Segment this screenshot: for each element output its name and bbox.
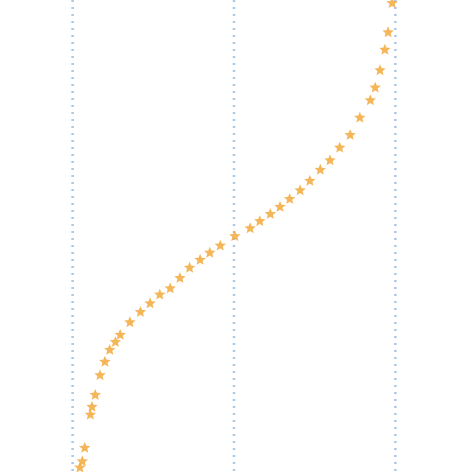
point — [354, 111, 366, 123]
point — [283, 193, 296, 204]
point — [264, 208, 276, 219]
point — [386, 0, 398, 8]
point — [324, 154, 336, 166]
point — [84, 408, 97, 420]
point — [344, 129, 356, 140]
point — [334, 141, 346, 153]
point — [94, 369, 106, 381]
point — [314, 163, 326, 175]
point — [174, 272, 186, 283]
point — [374, 64, 386, 76]
point — [183, 261, 196, 273]
point — [304, 174, 316, 186]
point — [124, 316, 136, 328]
point — [294, 184, 306, 196]
point — [99, 355, 111, 367]
point — [109, 336, 122, 347]
point — [114, 329, 126, 340]
point — [144, 297, 156, 309]
point — [134, 306, 147, 317]
point — [89, 389, 101, 400]
point — [86, 400, 98, 412]
point — [194, 253, 206, 265]
point — [364, 94, 376, 106]
point — [254, 215, 266, 227]
point — [104, 344, 116, 355]
point — [164, 282, 176, 294]
point — [379, 43, 391, 55]
point — [76, 455, 88, 467]
point — [79, 441, 91, 453]
point — [229, 230, 241, 242]
point — [204, 246, 216, 258]
point — [244, 222, 256, 234]
point — [74, 461, 86, 473]
point — [274, 201, 286, 212]
point — [369, 81, 381, 93]
point — [382, 26, 394, 38]
point — [154, 288, 166, 300]
point — [214, 239, 226, 251]
